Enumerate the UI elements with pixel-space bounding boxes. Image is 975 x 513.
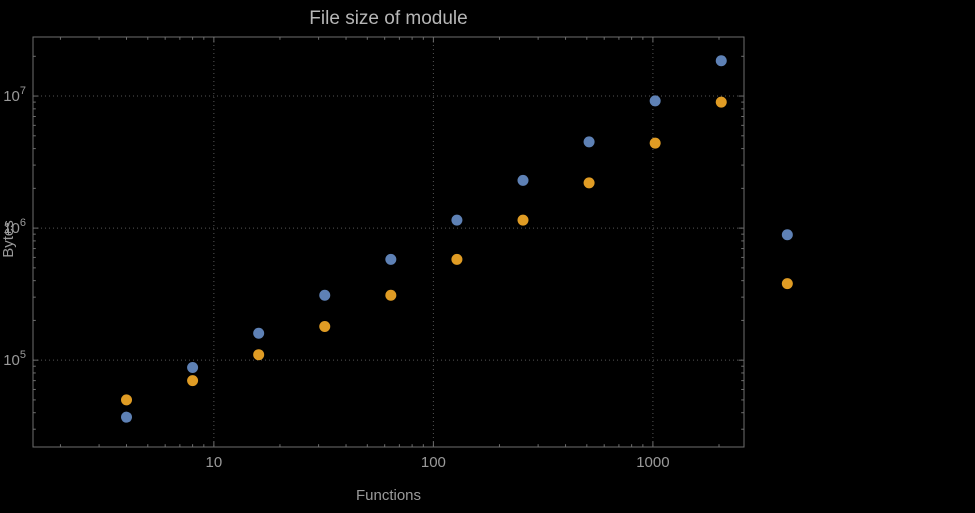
x-tick-label-1000: 1000 [636,454,669,471]
orange-series-point-x256 [517,214,529,226]
blue-series-point-x1024 [649,95,661,107]
orange-series-point-x32 [319,320,331,332]
y-axis-label: Bytes [0,220,17,258]
blue-series-point-x8 [187,361,199,373]
blue-series-point-x2048 [715,55,727,67]
blue-series-point-x4096 [781,229,793,241]
plot-frame [32,36,745,448]
plot-title: File size of module [309,8,468,29]
blue-series-point-x512 [583,136,595,148]
y-tick-labels: 105 106 107 [3,85,26,369]
y-tick-label-1e5: 105 [3,349,26,369]
orange-series [121,96,793,406]
blue-series-point-x16 [253,327,265,339]
orange-series-point-x4096 [781,278,793,290]
frame-ticks [33,37,744,447]
orange-series-point-x128 [451,253,463,265]
orange-series-point-x16 [253,349,265,361]
gridlines [33,37,744,447]
x-tick-label-10: 10 [206,454,223,471]
orange-series-point-x512 [583,177,595,189]
blue-series-point-x128 [451,214,463,226]
blue-series-point-x64 [385,253,397,265]
blue-series-point-x32 [319,289,331,301]
blue-series-point-x256 [517,174,529,186]
orange-series-point-x64 [385,289,397,301]
orange-series-point-x1024 [649,137,661,149]
y-tick-label-1e6: 106 [3,217,26,237]
orange-series-point-x2048 [715,96,727,108]
x-tick-label-100: 100 [421,454,446,471]
x-axis-label: Functions [355,487,422,504]
orange-series-point-x4 [121,394,133,406]
orange-series-point-x8 [187,375,199,387]
blue-series-point-x4 [121,411,133,423]
x-tick-labels: 10 100 1000 [206,454,670,471]
blue-series [121,55,793,423]
y-tick-label-1e7: 107 [3,85,26,105]
